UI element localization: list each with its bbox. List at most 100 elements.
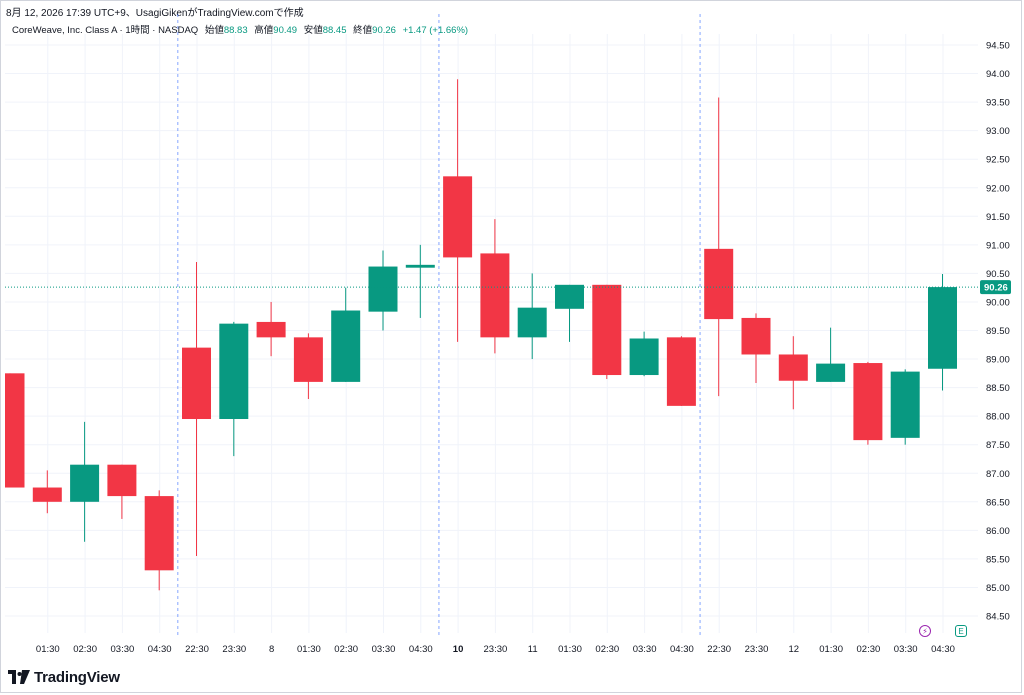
candle-body (182, 347, 211, 420)
lightning-icon[interactable]: ⚡ (919, 625, 931, 637)
candle (144, 490, 174, 591)
low-value: 88.45 (322, 25, 347, 36)
x-tick-label: 03:30 (372, 644, 396, 655)
x-tick-label: 04:30 (148, 644, 172, 655)
symbol-legend[interactable]: CoreWeave, Inc. Class A · 1時間 · NASDAQ 始… (12, 22, 468, 36)
candle (853, 361, 883, 445)
candle-body (592, 284, 622, 376)
close-label: 終値 (353, 25, 373, 36)
high-label: 高値 (254, 25, 274, 36)
candle-body (517, 307, 547, 338)
x-tick-label: 01:30 (819, 644, 843, 655)
y-tick-label: 91.50 (986, 212, 1010, 223)
x-tick-label: 11 (528, 644, 538, 655)
candle-body (629, 338, 659, 376)
x-tick-label: 02:30 (334, 644, 358, 655)
candle (443, 79, 473, 342)
x-tick-label: 02:30 (595, 644, 619, 655)
candle (778, 336, 808, 410)
candle-body (256, 321, 286, 338)
x-tick-label: 22:30 (185, 644, 209, 655)
tradingview-logo[interactable]: TradingView (8, 666, 120, 688)
candle (517, 273, 547, 360)
time-axis: 01:30 02:30 03:30 04:30 22:30 23:30 8 01:30 02:3… (36, 644, 955, 655)
candle (107, 464, 137, 519)
candle-body (144, 496, 174, 571)
x-tick-label: 01:30 (36, 644, 60, 655)
y-tick-label: 93.50 (986, 98, 1010, 109)
session-break-lines (177, 14, 701, 638)
y-tick-label: 93.00 (986, 126, 1010, 137)
y-tick-label: 86.00 (986, 526, 1010, 537)
candle-body (778, 354, 808, 381)
candle (555, 284, 584, 342)
candle (256, 301, 286, 357)
candle-body (555, 284, 584, 309)
candle-body (928, 287, 957, 369)
y-tick-label: 89.50 (986, 326, 1010, 337)
candle (480, 219, 510, 354)
price-axis: 94.50 94.00 93.50 93.00 92.50 92.00 91.50 91.00… (986, 41, 1010, 623)
y-tick-label: 92.00 (986, 183, 1010, 194)
candle-body (32, 487, 62, 502)
candle (816, 327, 846, 382)
candle-body (666, 337, 696, 406)
candle-body (853, 363, 883, 441)
x-tick-label: 03:30 (633, 644, 657, 655)
candle-body (816, 363, 846, 382)
candle-body (107, 464, 137, 497)
x-tick-label: 03:30 (894, 644, 918, 655)
x-tick-label: 02:30 (73, 644, 97, 655)
change-value: +1.47 (+1.66%) (402, 25, 469, 36)
candle-body (219, 323, 249, 420)
candle (592, 284, 622, 380)
x-tick-label: 12 (789, 644, 800, 655)
candle-body (293, 337, 323, 382)
candle-body (405, 264, 435, 268)
candle (32, 470, 62, 514)
price-tag-text: 90.26 (984, 283, 1008, 294)
candle (5, 373, 25, 488)
y-tick-label: 90.50 (986, 269, 1010, 280)
candle-body (368, 266, 398, 312)
y-tick-label: 86.50 (986, 497, 1010, 508)
y-tick-label: 85.50 (986, 554, 1010, 565)
y-tick-label: 90.00 (986, 297, 1010, 308)
y-tick-label: 84.50 (986, 612, 1010, 623)
x-tick-label: 23:30 (745, 644, 769, 655)
candle-body (5, 373, 25, 488)
candle-body (741, 317, 771, 355)
y-tick-label: 87.50 (986, 440, 1010, 451)
x-tick-label: 10 (453, 644, 464, 655)
x-tick-label: 23:30 (222, 644, 246, 655)
y-tick-label: 87.00 (986, 469, 1010, 480)
candle (741, 313, 771, 384)
candle (704, 97, 734, 397)
candle (70, 421, 100, 542)
candle-body (443, 176, 473, 258)
y-tick-label: 94.50 (986, 41, 1010, 52)
y-tick-label: 85.00 (986, 583, 1010, 594)
symbol-name: CoreWeave, Inc. Class A · 1時間 · NASDAQ (12, 25, 199, 36)
candle (890, 369, 920, 445)
y-tick-label: 89.00 (986, 355, 1010, 366)
earnings-icon[interactable]: E (955, 625, 967, 637)
brand-name: TradingView (34, 668, 120, 686)
candle-body (70, 464, 100, 502)
high-value: 90.49 (273, 25, 298, 36)
candle-body (704, 248, 734, 320)
candle (219, 321, 249, 457)
candle (368, 250, 398, 331)
x-tick-label: 22:30 (707, 644, 731, 655)
y-tick-label: 94.00 (986, 69, 1010, 80)
candle (666, 336, 696, 406)
candle (293, 333, 323, 400)
open-value: 88.83 (223, 25, 248, 36)
x-tick-label: 01:30 (297, 644, 321, 655)
candle (331, 287, 361, 382)
x-tick-label: 03:30 (111, 644, 135, 655)
low-label: 安値 (303, 25, 323, 36)
x-tick-label: 8 (269, 644, 274, 655)
